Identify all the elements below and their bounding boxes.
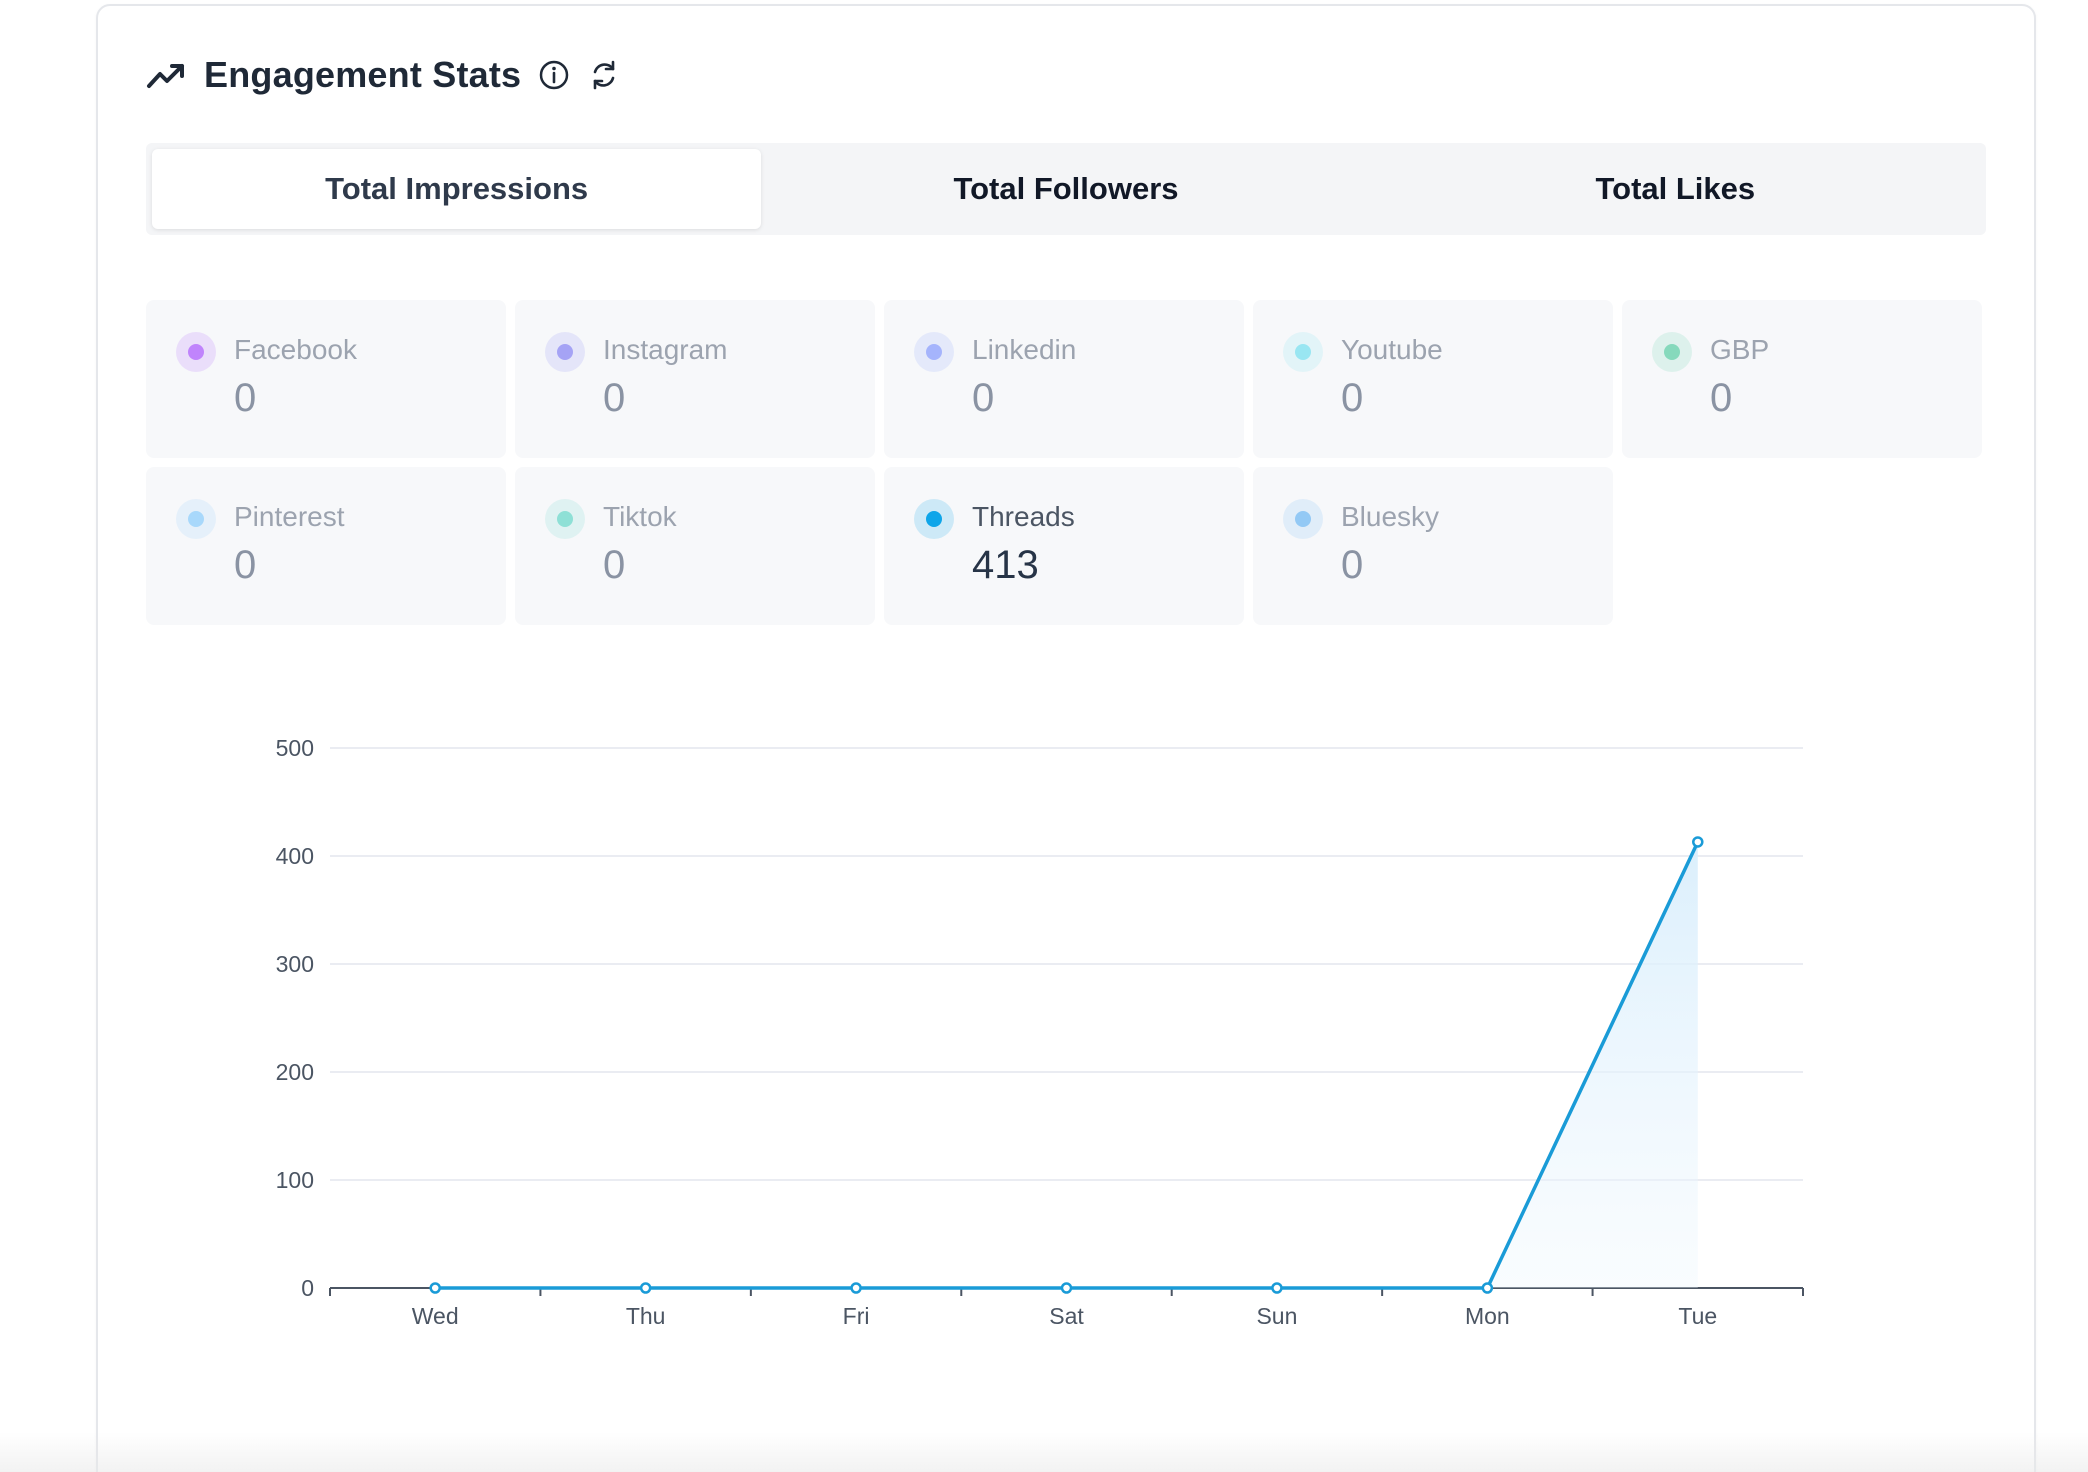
platform-value: 0 (234, 376, 257, 420)
facebook-dot-icon (176, 332, 216, 372)
platform-name: GBP (1710, 334, 1770, 365)
platform-card-instagram[interactable]: Instagram 0 (515, 300, 875, 458)
platform-card-youtube[interactable]: Youtube 0 (1253, 300, 1613, 458)
platform-card-threads[interactable]: Threads 413 (884, 467, 1244, 625)
platform-value: 0 (603, 543, 626, 587)
platform-value: 0 (1710, 376, 1733, 420)
threads-dot-icon (914, 499, 954, 539)
refresh-icon[interactable] (587, 58, 621, 92)
info-icon[interactable] (537, 58, 571, 92)
platform-card-pinterest[interactable]: Pinterest 0 (146, 467, 506, 625)
gbp-dot-icon (1652, 332, 1692, 372)
trending-up-icon (146, 55, 186, 95)
platform-value: 0 (972, 376, 995, 420)
platform-value: 0 (1341, 543, 1364, 587)
platform-value: 0 (234, 543, 257, 587)
platform-name: Bluesky (1341, 501, 1440, 532)
platform-card-tiktok[interactable]: Tiktok 0 (515, 467, 875, 625)
platform-name: Pinterest (234, 501, 345, 532)
instagram-dot-icon (545, 332, 585, 372)
bluesky-dot-icon (1283, 499, 1323, 539)
linkedin-dot-icon (914, 332, 954, 372)
platform-card-linkedin[interactable]: Linkedin 0 (884, 300, 1244, 458)
card-header: Engagement Stats (146, 50, 621, 100)
platform-value: 0 (603, 376, 626, 420)
platform-name: Tiktok (603, 501, 677, 532)
metric-tabs: Total Impressions Total Followers Total … (146, 143, 1986, 235)
platform-card-gbp[interactable]: GBP 0 (1622, 300, 1982, 458)
tiktok-dot-icon (545, 499, 585, 539)
platform-name: Youtube (1341, 334, 1443, 365)
platform-name: Linkedin (972, 334, 1077, 365)
platform-name: Threads (972, 501, 1075, 532)
platform-name: Facebook (234, 334, 357, 365)
tab-total-likes[interactable]: Total Likes (1595, 171, 1756, 206)
platform-card-facebook[interactable]: Facebook 0 (146, 300, 506, 458)
youtube-dot-icon (1283, 332, 1323, 372)
pinterest-dot-icon (176, 499, 216, 539)
tab-total-followers[interactable]: Total Followers (953, 171, 1179, 206)
page-title: Engagement Stats (204, 54, 522, 95)
bottom-shade (0, 1432, 2088, 1472)
tab-total-impressions[interactable]: Total Impressions (152, 149, 762, 229)
platform-value: 413 (972, 543, 1039, 587)
platform-value: 0 (1341, 376, 1364, 420)
platform-card-bluesky[interactable]: Bluesky 0 (1253, 467, 1613, 625)
platform-name: Instagram (603, 334, 728, 365)
platform-grid: Facebook 0 Instagram 0 Linkedin 0 Youtub… (146, 300, 1986, 634)
